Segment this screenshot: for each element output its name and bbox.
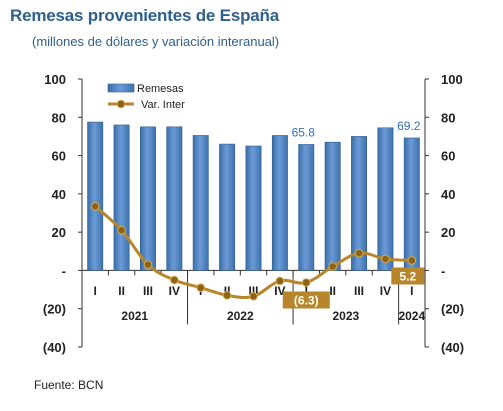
y2-tick-label: - (441, 263, 445, 278)
y2-tick-label: (40) (441, 340, 464, 355)
var-inter-point (301, 278, 311, 287)
callout-label: 5.2 (399, 269, 416, 283)
year-label: 2024 (398, 309, 425, 323)
quarter-label: IV (380, 284, 391, 298)
legend-label-var-inter: Var. Inter (141, 99, 185, 111)
y2-tick-label: 100 (441, 72, 463, 87)
y-tick-label: (40) (43, 340, 66, 355)
quarter-label: IV (274, 284, 285, 298)
y-tick-label: (20) (43, 302, 66, 317)
bar (351, 136, 367, 271)
legend-label-remesas: Remesas (137, 83, 184, 95)
var-inter-point (275, 276, 285, 286)
bar (403, 137, 420, 271)
quarter-label: III (248, 284, 258, 298)
callout-box (282, 291, 330, 309)
callout-box (391, 267, 425, 285)
bar-value-label: 65.8 (292, 125, 316, 139)
quarter-label: I (94, 284, 97, 298)
var-inter-point (407, 256, 417, 265)
y2-tick-label: 80 (441, 110, 455, 125)
var-inter-point (196, 283, 206, 292)
chart-subtitle: (millones de dólares y variación interan… (32, 34, 280, 49)
y-tick-label: 20 (52, 225, 66, 240)
quarter-label: IV (169, 284, 180, 298)
y-tick-label: 40 (52, 187, 66, 202)
quarter-label: II (224, 284, 231, 298)
var-inter-point (381, 254, 390, 264)
chart-title: Remesas provenientes de España (10, 6, 279, 25)
bar (271, 135, 288, 271)
var-inter-point (354, 248, 364, 258)
bar (192, 135, 209, 271)
y-tick-label: 80 (52, 110, 66, 125)
source-note: Fuente: BCN (34, 378, 104, 392)
legend-swatch-remesas (107, 83, 135, 93)
y2-tick-label: 40 (441, 187, 455, 202)
var-inter-point (90, 202, 100, 211)
bar (113, 124, 130, 271)
var-inter-point (143, 260, 153, 269)
bar (377, 127, 394, 271)
y2-tick-label: (20) (441, 302, 464, 317)
quarter-label: III (354, 284, 364, 298)
var-inter-point (222, 291, 232, 300)
bar (324, 141, 341, 271)
bar (87, 121, 104, 271)
var-inter-point (328, 262, 337, 271)
y2-tick-label: 60 (441, 149, 455, 164)
bar (298, 144, 315, 271)
quarter-label: II (329, 284, 336, 298)
y-tick-label: - (62, 263, 66, 278)
bar (140, 126, 156, 271)
quarter-label: I (305, 284, 308, 298)
bar (166, 126, 183, 271)
y-tick-label: 60 (52, 149, 66, 164)
y-tick-label: 100 (44, 72, 66, 87)
bar-value-label: 69.2 (397, 119, 421, 133)
year-label: 2022 (227, 309, 254, 323)
quarter-label: III (143, 284, 153, 298)
bar (245, 145, 262, 271)
year-label: 2021 (121, 309, 148, 323)
var-inter-point (117, 225, 126, 235)
quarter-label: II (118, 284, 125, 298)
var-inter-point (249, 291, 258, 301)
var-inter-point (170, 275, 179, 285)
quarter-label: I (410, 284, 413, 298)
y2-tick-label: 20 (441, 225, 455, 240)
callout-label: (6.3) (294, 293, 319, 307)
year-label: 2023 (332, 309, 359, 323)
legend-marker-var-inter (116, 99, 126, 109)
bar (219, 143, 236, 271)
